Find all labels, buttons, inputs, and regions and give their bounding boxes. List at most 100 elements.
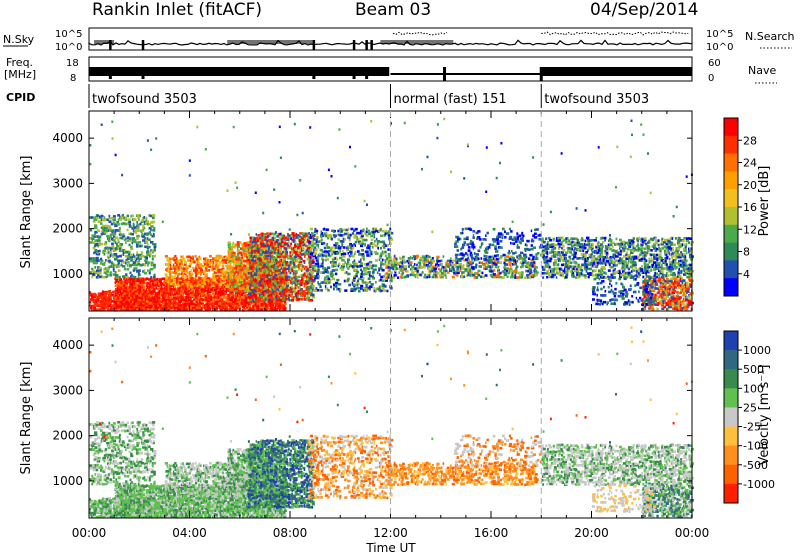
power-cell-3295 bbox=[275, 277, 279, 281]
power-cell-720 bbox=[155, 300, 158, 304]
power-cell-10 bbox=[91, 296, 94, 299]
power-cell-1953 bbox=[180, 259, 183, 263]
power-cell-924 bbox=[178, 286, 182, 290]
power-cell-1694 bbox=[266, 300, 269, 304]
power-cell-4374 bbox=[321, 281, 325, 284]
power-cell-2030 bbox=[194, 255, 197, 258]
power-cell-4040 bbox=[125, 273, 128, 276]
power-cell-2 bbox=[89, 301, 92, 304]
power-cell-4361 bbox=[320, 271, 323, 274]
power-cell-3233 bbox=[270, 251, 273, 254]
power-cell-3120 bbox=[263, 285, 265, 289]
power-cell-4725 bbox=[370, 238, 374, 242]
freq-left-label-2: [MHz] bbox=[4, 68, 36, 81]
power-cell-3650 bbox=[304, 292, 307, 295]
power-cell-2144 bbox=[215, 261, 218, 264]
power-cell-825 bbox=[168, 300, 170, 303]
power-cell-701 bbox=[151, 282, 155, 285]
power-cell-2009 bbox=[191, 285, 194, 288]
power-cell-4271 bbox=[308, 232, 310, 235]
power-cell-4585 bbox=[353, 283, 357, 287]
power-cell-586 bbox=[138, 285, 142, 289]
power-cell-866 bbox=[172, 301, 175, 305]
power-cell-2137 bbox=[215, 281, 218, 284]
power-cell-3212 bbox=[269, 249, 271, 252]
power-cell-3779 bbox=[89, 257, 93, 260]
power-cell-1982 bbox=[187, 280, 190, 284]
power-cell-4543 bbox=[347, 252, 349, 255]
power-cell-2068 bbox=[202, 282, 206, 286]
power-cell-1810 bbox=[279, 300, 283, 304]
power-cell-425 bbox=[121, 289, 123, 293]
power-cell-1967 bbox=[183, 280, 188, 284]
power-cell-1170 bbox=[206, 306, 210, 310]
power-cell-1314 bbox=[222, 300, 226, 304]
power-cell-1240 bbox=[214, 308, 218, 311]
power-cell-4936 bbox=[409, 261, 413, 264]
power-cell-3483 bbox=[291, 299, 294, 302]
power-cell-111 bbox=[112, 296, 115, 300]
power-cell-1118 bbox=[201, 302, 204, 306]
power-cell-661 bbox=[147, 285, 151, 289]
power-cell-4744 bbox=[374, 240, 376, 243]
power-cell-4108 bbox=[132, 222, 135, 226]
power-cell-935 bbox=[180, 294, 184, 298]
power-cell-3319 bbox=[277, 265, 279, 268]
freq-left-tick-top: 18 bbox=[66, 58, 79, 69]
power-cell-1272 bbox=[218, 299, 221, 303]
power-cell-1691 bbox=[266, 306, 269, 309]
power-cell-3192 bbox=[267, 247, 270, 250]
power-cell-2432 bbox=[232, 285, 235, 288]
power-cell-1081 bbox=[195, 292, 198, 296]
power-cell-3273 bbox=[274, 273, 278, 277]
power-cell-1795 bbox=[277, 302, 281, 305]
power-cell-4210 bbox=[146, 237, 149, 240]
power-cell-4014 bbox=[120, 247, 123, 250]
power-cell-2062 bbox=[201, 281, 204, 284]
power-cell-1154 bbox=[205, 308, 208, 312]
power-cell-2199 bbox=[224, 261, 228, 264]
power-cell-851 bbox=[170, 304, 175, 307]
power-cell-558 bbox=[135, 288, 137, 291]
power-cell-90 bbox=[108, 290, 111, 293]
power-cell-1902 bbox=[170, 271, 174, 274]
power-cell-2124 bbox=[212, 273, 216, 276]
noise-right-label: N.Search bbox=[745, 30, 795, 43]
power-cell-4603 bbox=[355, 262, 358, 266]
power-cell-909 bbox=[176, 290, 180, 294]
power-cell-1872 bbox=[166, 275, 170, 279]
power-cell-4333 bbox=[316, 238, 318, 241]
power-cell-1865 bbox=[165, 277, 168, 280]
power-cell-2134 bbox=[213, 258, 217, 262]
power-cell-4622 bbox=[358, 277, 360, 281]
power-cell-563 bbox=[135, 278, 138, 281]
power-cell-95 bbox=[110, 298, 112, 301]
noise-traces bbox=[88, 31, 693, 50]
power-cell-465 bbox=[125, 302, 128, 306]
power-cell-810 bbox=[166, 302, 169, 306]
power-cell-1283 bbox=[219, 308, 224, 311]
power-cell-51 bbox=[100, 292, 103, 295]
power-cell-1516 bbox=[246, 300, 248, 303]
power-cell-3974 bbox=[115, 276, 119, 279]
power-cell-3778 bbox=[89, 259, 93, 263]
power-cell-602 bbox=[139, 277, 142, 281]
power-cell-2163 bbox=[218, 255, 222, 258]
power-cell-2113 bbox=[211, 284, 215, 287]
power-cell-1146 bbox=[203, 293, 206, 297]
power-cell-1258 bbox=[216, 298, 219, 301]
power-cell-1260 bbox=[216, 294, 220, 297]
power-cell-1285 bbox=[219, 304, 222, 308]
power-cell-2398 bbox=[227, 241, 230, 245]
power-cell-3375 bbox=[281, 273, 284, 277]
power-cell-1261 bbox=[216, 292, 219, 295]
power-cell-410 bbox=[119, 292, 122, 295]
power-cell-2091 bbox=[206, 269, 209, 273]
power-cell-1921 bbox=[175, 283, 179, 287]
power-cell-932 bbox=[180, 300, 182, 303]
power-cell-1405 bbox=[234, 302, 237, 306]
power-cell-1264 bbox=[216, 286, 220, 289]
power-cell-26 bbox=[96, 308, 99, 312]
power-cell-2116 bbox=[210, 267, 214, 271]
power-cell-708 bbox=[153, 298, 156, 301]
